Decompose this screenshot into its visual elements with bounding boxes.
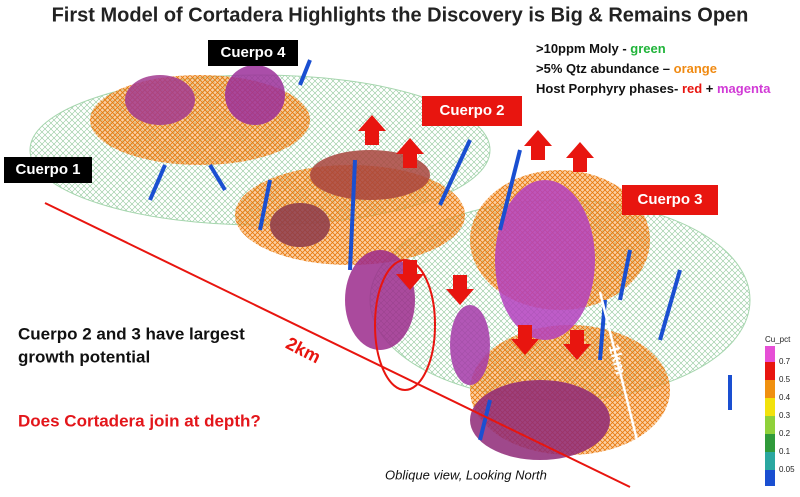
question: Does Cortadera join at depth? xyxy=(18,411,261,430)
color-scale-label: 0.2 xyxy=(779,429,791,438)
legend-text: >5% Qtz abundance – xyxy=(536,61,674,76)
legend-color: magenta xyxy=(717,81,771,96)
legend-color: red xyxy=(682,81,702,96)
legend-color: orange xyxy=(674,61,717,76)
porphyry-body xyxy=(450,305,490,385)
color-swatch xyxy=(765,362,775,380)
color-scale-label: 0.05 xyxy=(779,465,795,474)
slide-title: First Model of Cortadera Highlights the … xyxy=(52,4,749,26)
tag-box xyxy=(422,96,522,126)
legend-color: green xyxy=(630,41,665,56)
color-scale-label: 0.3 xyxy=(779,411,791,420)
color-swatch xyxy=(765,398,775,416)
legend-text: Host Porphyry phases- xyxy=(536,81,682,96)
scale-line-2km xyxy=(44,202,631,488)
tag-box xyxy=(208,40,298,66)
porphyry-body xyxy=(125,75,195,125)
color-scale-label: 0.7 xyxy=(779,357,791,366)
tag-box xyxy=(4,157,92,183)
caption: Oblique view, Looking North xyxy=(385,467,547,482)
legend-line: >10ppm Moly - green xyxy=(536,41,666,56)
color-swatch xyxy=(765,452,775,470)
color-scale-label: 0.4 xyxy=(779,393,791,402)
color-swatch xyxy=(765,380,775,398)
porphyry-body xyxy=(270,203,330,247)
drill-holes xyxy=(148,59,732,441)
color-scale-label: 0.5 xyxy=(779,375,791,384)
tag-label: Cuerpo 3 xyxy=(637,191,702,208)
legend-text: + xyxy=(702,81,717,96)
scale-line-1km xyxy=(598,291,642,453)
tag-label: Cuerpo 4 xyxy=(220,44,286,61)
porphyry-body xyxy=(310,150,430,200)
color-swatch xyxy=(765,470,775,486)
tag-box xyxy=(622,185,718,215)
legend-text: >10ppm Moly - xyxy=(536,41,630,56)
model-render xyxy=(29,59,751,488)
body-text: growth potential xyxy=(18,347,150,366)
color-swatch xyxy=(765,434,775,452)
porphyry-body xyxy=(495,180,595,340)
legend-line: >5% Qtz abundance – orange xyxy=(536,61,717,76)
color-scale-label: 0.1 xyxy=(779,447,791,456)
color-scale: Cu_pct 0.7 0.5 0.4 0.3 0.2 0.1 0.05 xyxy=(765,335,795,486)
color-scale-title: Cu_pct xyxy=(765,335,791,344)
porphyry-body xyxy=(225,65,285,125)
tag-label: Cuerpo 2 xyxy=(439,102,504,119)
color-swatch xyxy=(765,416,775,434)
scale-label: 2km xyxy=(283,333,324,367)
tag-label: Cuerpo 1 xyxy=(15,161,80,178)
body-text: Cuerpo 2 and 3 have largest xyxy=(18,324,245,343)
porphyry-body xyxy=(470,380,610,460)
color-swatch xyxy=(765,346,775,362)
legend-line: Host Porphyry phases- red + magenta xyxy=(536,81,771,96)
